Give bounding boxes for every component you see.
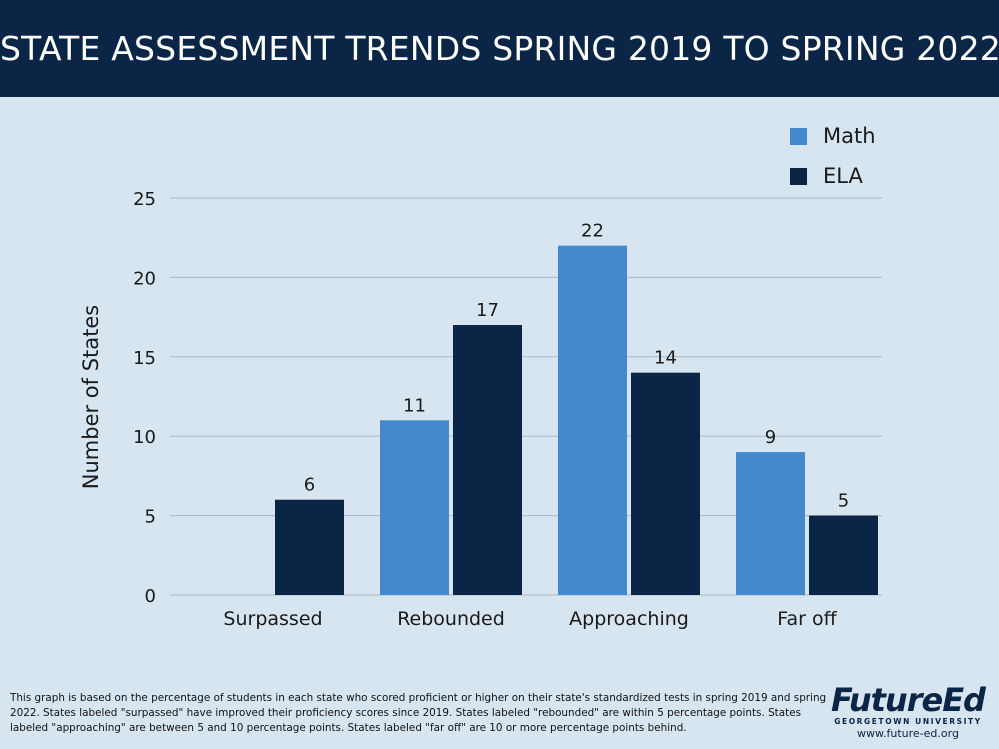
brand-subtitle: GEORGETOWN UNIVERSITY <box>834 717 982 726</box>
x-tick-label-surpassed: Surpassed <box>223 608 322 630</box>
data-label-ela-rebounded: 17 <box>476 300 499 321</box>
y-tick-label-15: 15 <box>133 348 156 369</box>
data-label-math-far-off: 9 <box>765 427 776 448</box>
bar-ela-rebounded <box>453 325 522 595</box>
data-label-ela-approaching: 14 <box>654 348 677 369</box>
data-label-ela-far-off: 5 <box>838 491 849 512</box>
x-tick-label-rebounded: Rebounded <box>397 608 505 630</box>
legend-item-math: Math <box>790 116 876 156</box>
bar-ela-approaching <box>631 372 700 595</box>
brand-block: FutureEd GEORGETOWN UNIVERSITY www.futur… <box>828 683 988 740</box>
brand-logo: FutureEd <box>831 681 986 719</box>
bar-math-approaching <box>558 245 627 595</box>
legend-item-ela: ELA <box>790 156 876 196</box>
chart-legend: Math ELA <box>790 116 876 196</box>
bar-ela-surpassed <box>275 499 344 595</box>
x-tick-label-far-off: Far off <box>777 608 837 630</box>
y-tick-label-10: 10 <box>133 427 156 448</box>
data-label-math-approaching: 22 <box>581 221 604 242</box>
y-tick-label-20: 20 <box>133 268 156 289</box>
bar-math-far-off <box>736 452 805 595</box>
legend-label-math: Math <box>823 124 876 148</box>
y-tick-label-25: 25 <box>133 189 156 210</box>
header-bar: STATE ASSESSMENT TRENDS SPRING 2019 TO S… <box>0 0 999 97</box>
data-label-math-rebounded: 11 <box>403 395 426 416</box>
y-axis-label: Number of States <box>79 305 103 489</box>
x-tick-label-approaching: Approaching <box>569 608 689 630</box>
y-tick-label-0: 0 <box>145 586 156 607</box>
legend-label-ela: ELA <box>823 164 863 188</box>
brand-url: www.future-ed.org <box>857 727 959 740</box>
y-tick-label-5: 5 <box>145 507 156 528</box>
bar-ela-far-off <box>809 515 878 595</box>
bar-math-rebounded <box>380 420 449 595</box>
footnote: This graph is based on the percentage of… <box>10 692 827 734</box>
legend-swatch-math <box>790 127 807 145</box>
data-label-ela-surpassed: 6 <box>304 475 315 496</box>
legend-swatch-ela <box>790 167 807 185</box>
page-title: STATE ASSESSMENT TRENDS SPRING 2019 TO S… <box>0 29 999 68</box>
bar-chart: 0 5 10 15 20 25 Number of States 6 Surpassed 11 17… <box>79 189 882 630</box>
